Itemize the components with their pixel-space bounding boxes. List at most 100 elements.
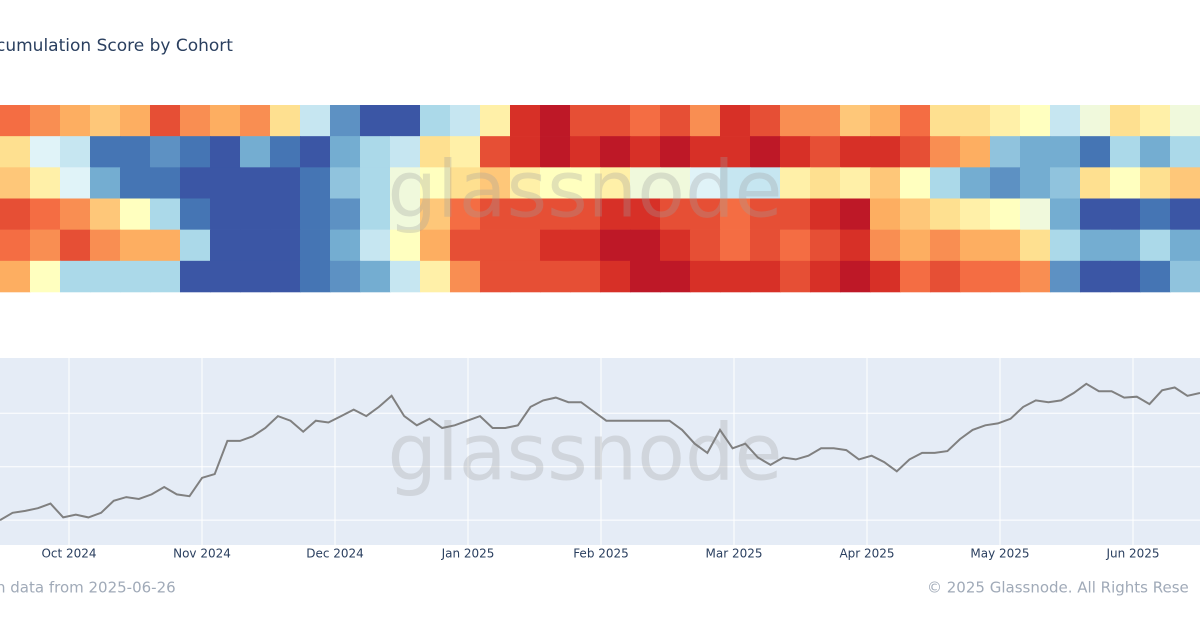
heatmap-cell (60, 167, 91, 199)
heatmap-cell (840, 198, 871, 230)
heatmap-cell (870, 229, 901, 262)
heatmap-cell (540, 167, 571, 199)
heatmap-cell (30, 198, 61, 230)
heatmap-cell (750, 105, 781, 137)
heatmap-cell (690, 167, 721, 199)
heatmap-cell (660, 105, 691, 137)
heatmap-cell (240, 198, 271, 230)
heatmap-cell (690, 136, 721, 168)
heatmap-cell (1140, 260, 1171, 293)
heatmap-cell (390, 167, 421, 199)
heatmap-cell (1050, 136, 1081, 168)
heatmap-cell (1020, 105, 1051, 137)
heatmap-cell (1170, 260, 1200, 293)
heatmap-cell (60, 229, 91, 262)
heatmap-cell (1050, 229, 1081, 262)
heatmap-cell (0, 229, 31, 262)
heatmap-cell (600, 229, 631, 262)
heatmap-cell (630, 198, 661, 230)
heatmap-cell (630, 105, 661, 137)
heatmap-cell (210, 229, 241, 262)
heatmap-cell (90, 229, 121, 262)
heatmap-cell (1020, 260, 1051, 293)
heatmap-cell (750, 167, 781, 199)
heatmap-cell (120, 229, 151, 262)
heatmap-cell (180, 260, 211, 293)
heatmap-cell (330, 229, 361, 262)
heatmap-cell (90, 105, 121, 137)
heatmap-cell (1140, 167, 1171, 199)
heatmap-cell (210, 136, 241, 168)
heatmap-cell (660, 136, 691, 168)
heatmap-cell (1080, 260, 1111, 293)
heatmap-cell (870, 136, 901, 168)
heatmap-cell (330, 167, 361, 199)
heatmap-cell (180, 136, 211, 168)
heatmap-cell (240, 136, 271, 168)
heatmap-cell (570, 198, 601, 230)
heatmap-cell (0, 260, 31, 293)
heatmap-cell (810, 229, 841, 262)
heatmap-cell (780, 136, 811, 168)
heatmap-cell (600, 136, 631, 168)
heatmap-cell (90, 167, 121, 199)
heatmap-cell (30, 260, 61, 293)
heatmap-cell (810, 260, 841, 293)
heatmap-cell (690, 105, 721, 137)
heatmap-cell (60, 260, 91, 293)
heatmap-cell (510, 136, 541, 168)
heatmap-cell (990, 105, 1021, 137)
heatmap-cell (1110, 229, 1141, 262)
heatmap-cell (900, 260, 931, 293)
heatmap-cell (600, 167, 631, 199)
heatmap-cell (1050, 105, 1081, 137)
heatmap-cell (300, 105, 331, 137)
heatmap-cell (1080, 198, 1111, 230)
heatmap-cell (900, 167, 931, 199)
heatmap-cell (750, 136, 781, 168)
heatmap-cell (480, 229, 511, 262)
heatmap-cell (210, 198, 241, 230)
heatmap-cell (90, 136, 121, 168)
heatmap-cell (360, 167, 391, 199)
heatmap-cell (870, 105, 901, 137)
heatmap-cell (540, 260, 571, 293)
heatmap-cell (30, 167, 61, 199)
heatmap-cell (930, 260, 961, 293)
heatmap-cell (960, 198, 991, 230)
heatmap-cell (630, 167, 661, 199)
heatmap-cell (270, 229, 301, 262)
heatmap-cell (930, 136, 961, 168)
heatmap-cell (810, 136, 841, 168)
heatmap-cell (150, 198, 181, 230)
heatmap-cell (210, 260, 241, 293)
heatmap-cell (540, 105, 571, 137)
x-tick-label: May 2025 (970, 547, 1029, 561)
heatmap-cell (270, 260, 301, 293)
heatmap-cell (390, 136, 421, 168)
heatmap-cell (450, 198, 481, 230)
heatmap-cell (780, 229, 811, 262)
watermark: glassnode (388, 145, 783, 235)
heatmap-cell (270, 136, 301, 168)
heatmap-cell (90, 260, 121, 293)
x-tick-label: Nov 2024 (173, 547, 231, 561)
heatmap-cell (990, 136, 1021, 168)
heatmap-cell (480, 136, 511, 168)
heatmap-cell (420, 167, 451, 199)
heatmap-cell (510, 198, 541, 230)
heatmap-cell (420, 105, 451, 137)
heatmap-cell (1110, 136, 1141, 168)
heatmap-cell (1080, 105, 1111, 137)
heatmap-cell (660, 229, 691, 262)
heatmap-cell (810, 105, 841, 137)
heatmap-cell (210, 167, 241, 199)
heatmap-cell (330, 260, 361, 293)
heatmap-cell (150, 260, 181, 293)
heatmap-cell (990, 167, 1021, 199)
x-tick-label: Mar 2025 (706, 547, 763, 561)
heatmap-cell (300, 229, 331, 262)
heatmap-cell (870, 260, 901, 293)
heatmap-cell (510, 260, 541, 293)
heatmap-cell (390, 198, 421, 230)
